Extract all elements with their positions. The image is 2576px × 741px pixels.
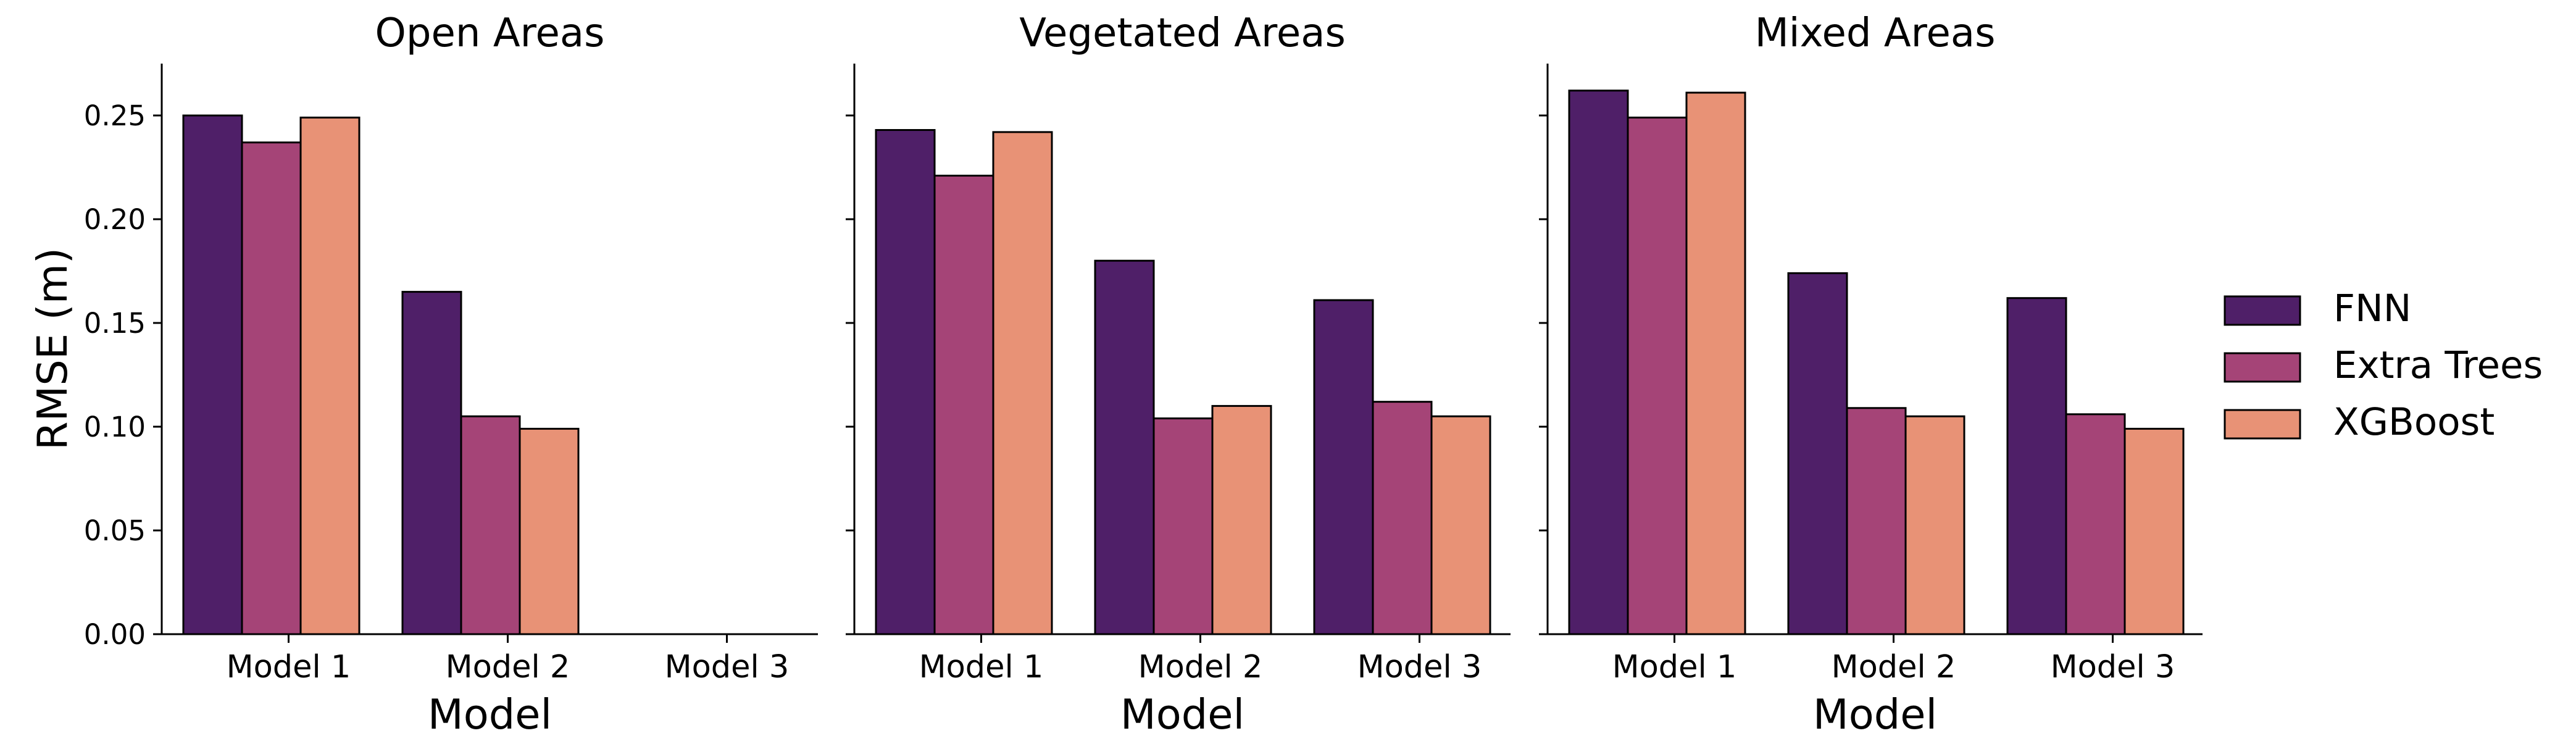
- panel-title: Mixed Areas: [1755, 10, 1996, 56]
- legend-label: FNN: [2333, 287, 2411, 330]
- x-tick-label: Model 3: [665, 649, 790, 685]
- y-axis-label: RMSE (m): [28, 248, 77, 450]
- bar-fnn-1: [182, 114, 243, 635]
- legend-swatch-fnn: [2224, 295, 2301, 326]
- x-tick-label: Model 2: [446, 649, 570, 685]
- legend-label: Extra Trees: [2333, 343, 2543, 387]
- panel-title: Open Areas: [375, 10, 605, 56]
- bar-fnn-1: [875, 129, 936, 635]
- bar-xgboost-3: [1430, 415, 1491, 635]
- bar-fnn-2: [401, 291, 462, 635]
- x-axis-label: Model: [428, 690, 552, 739]
- legend-label: XGBoost: [2333, 400, 2495, 444]
- bar-xgboost-2: [1211, 404, 1272, 635]
- bar-fnn-3: [1313, 299, 1374, 635]
- bar-extra-trees-1: [241, 141, 302, 635]
- legend-swatch-extra-trees: [2224, 352, 2301, 383]
- bar-fnn-1: [1568, 90, 1629, 635]
- bar-extra-trees-2: [460, 415, 521, 635]
- bar-extra-trees-2: [1846, 407, 1907, 635]
- x-tick-label: Model 3: [2051, 649, 2175, 685]
- y-tick-label: 0.20: [84, 203, 146, 236]
- panels: Open Areas 0.00 0.05 0.10 0.15 0.20 0.25 Model …: [28, 10, 2203, 739]
- x-tick-label: Model 1: [227, 649, 351, 685]
- bar-xgboost-3: [2124, 427, 2185, 635]
- x-tick-label: Model 1: [919, 649, 1044, 685]
- y-tick-label: 0.25: [84, 99, 146, 132]
- bar-extra-trees-1: [1627, 116, 1688, 635]
- bar-extra-trees-1: [933, 174, 994, 635]
- y-tick-label: 0.10: [84, 411, 146, 443]
- bar-extra-trees-2: [1153, 417, 1214, 635]
- bar-xgboost-2: [1904, 415, 1965, 635]
- x-tick-label: Model 2: [1138, 649, 1263, 685]
- bar-extra-trees-3: [1372, 401, 1433, 635]
- x-axis-label: Model: [1120, 690, 1244, 739]
- bar-xgboost-1: [992, 131, 1053, 635]
- bar-extra-trees-3: [2065, 413, 2126, 635]
- bar-xgboost-1: [1685, 91, 1746, 635]
- panel-1: Vegetated Areas Model 1 Model 2 Model 3 Mode…: [846, 10, 1511, 739]
- panel-2: Mixed Areas Model 1 Model 2 Model 3 Model: [1539, 10, 2203, 739]
- x-axis-label: Model: [1813, 690, 1937, 739]
- bar-fnn-2: [1787, 272, 1848, 635]
- x-tick-label: Model 1: [1612, 649, 1737, 685]
- panel-title: Vegetated Areas: [1019, 10, 1346, 56]
- panel-0: Open Areas 0.00 0.05 0.10 0.15 0.20 0.25 Model …: [28, 10, 818, 739]
- x-tick-label: Model 3: [1357, 649, 1482, 685]
- legend-swatch-xgboost: [2224, 409, 2301, 440]
- bar-xgboost-2: [519, 427, 580, 635]
- y-tick-label: 0.05: [84, 514, 146, 547]
- bar-fnn-3: [2006, 297, 2067, 635]
- bar-xgboost-1: [299, 116, 361, 635]
- x-tick-label: Model 2: [1832, 649, 1956, 685]
- bar-fnn-2: [1094, 259, 1155, 635]
- legend: FNN Extra Trees XGBoost: [2224, 287, 2543, 444]
- y-tick-label: 0.15: [84, 307, 146, 340]
- y-tick-label: 0.00: [84, 618, 146, 651]
